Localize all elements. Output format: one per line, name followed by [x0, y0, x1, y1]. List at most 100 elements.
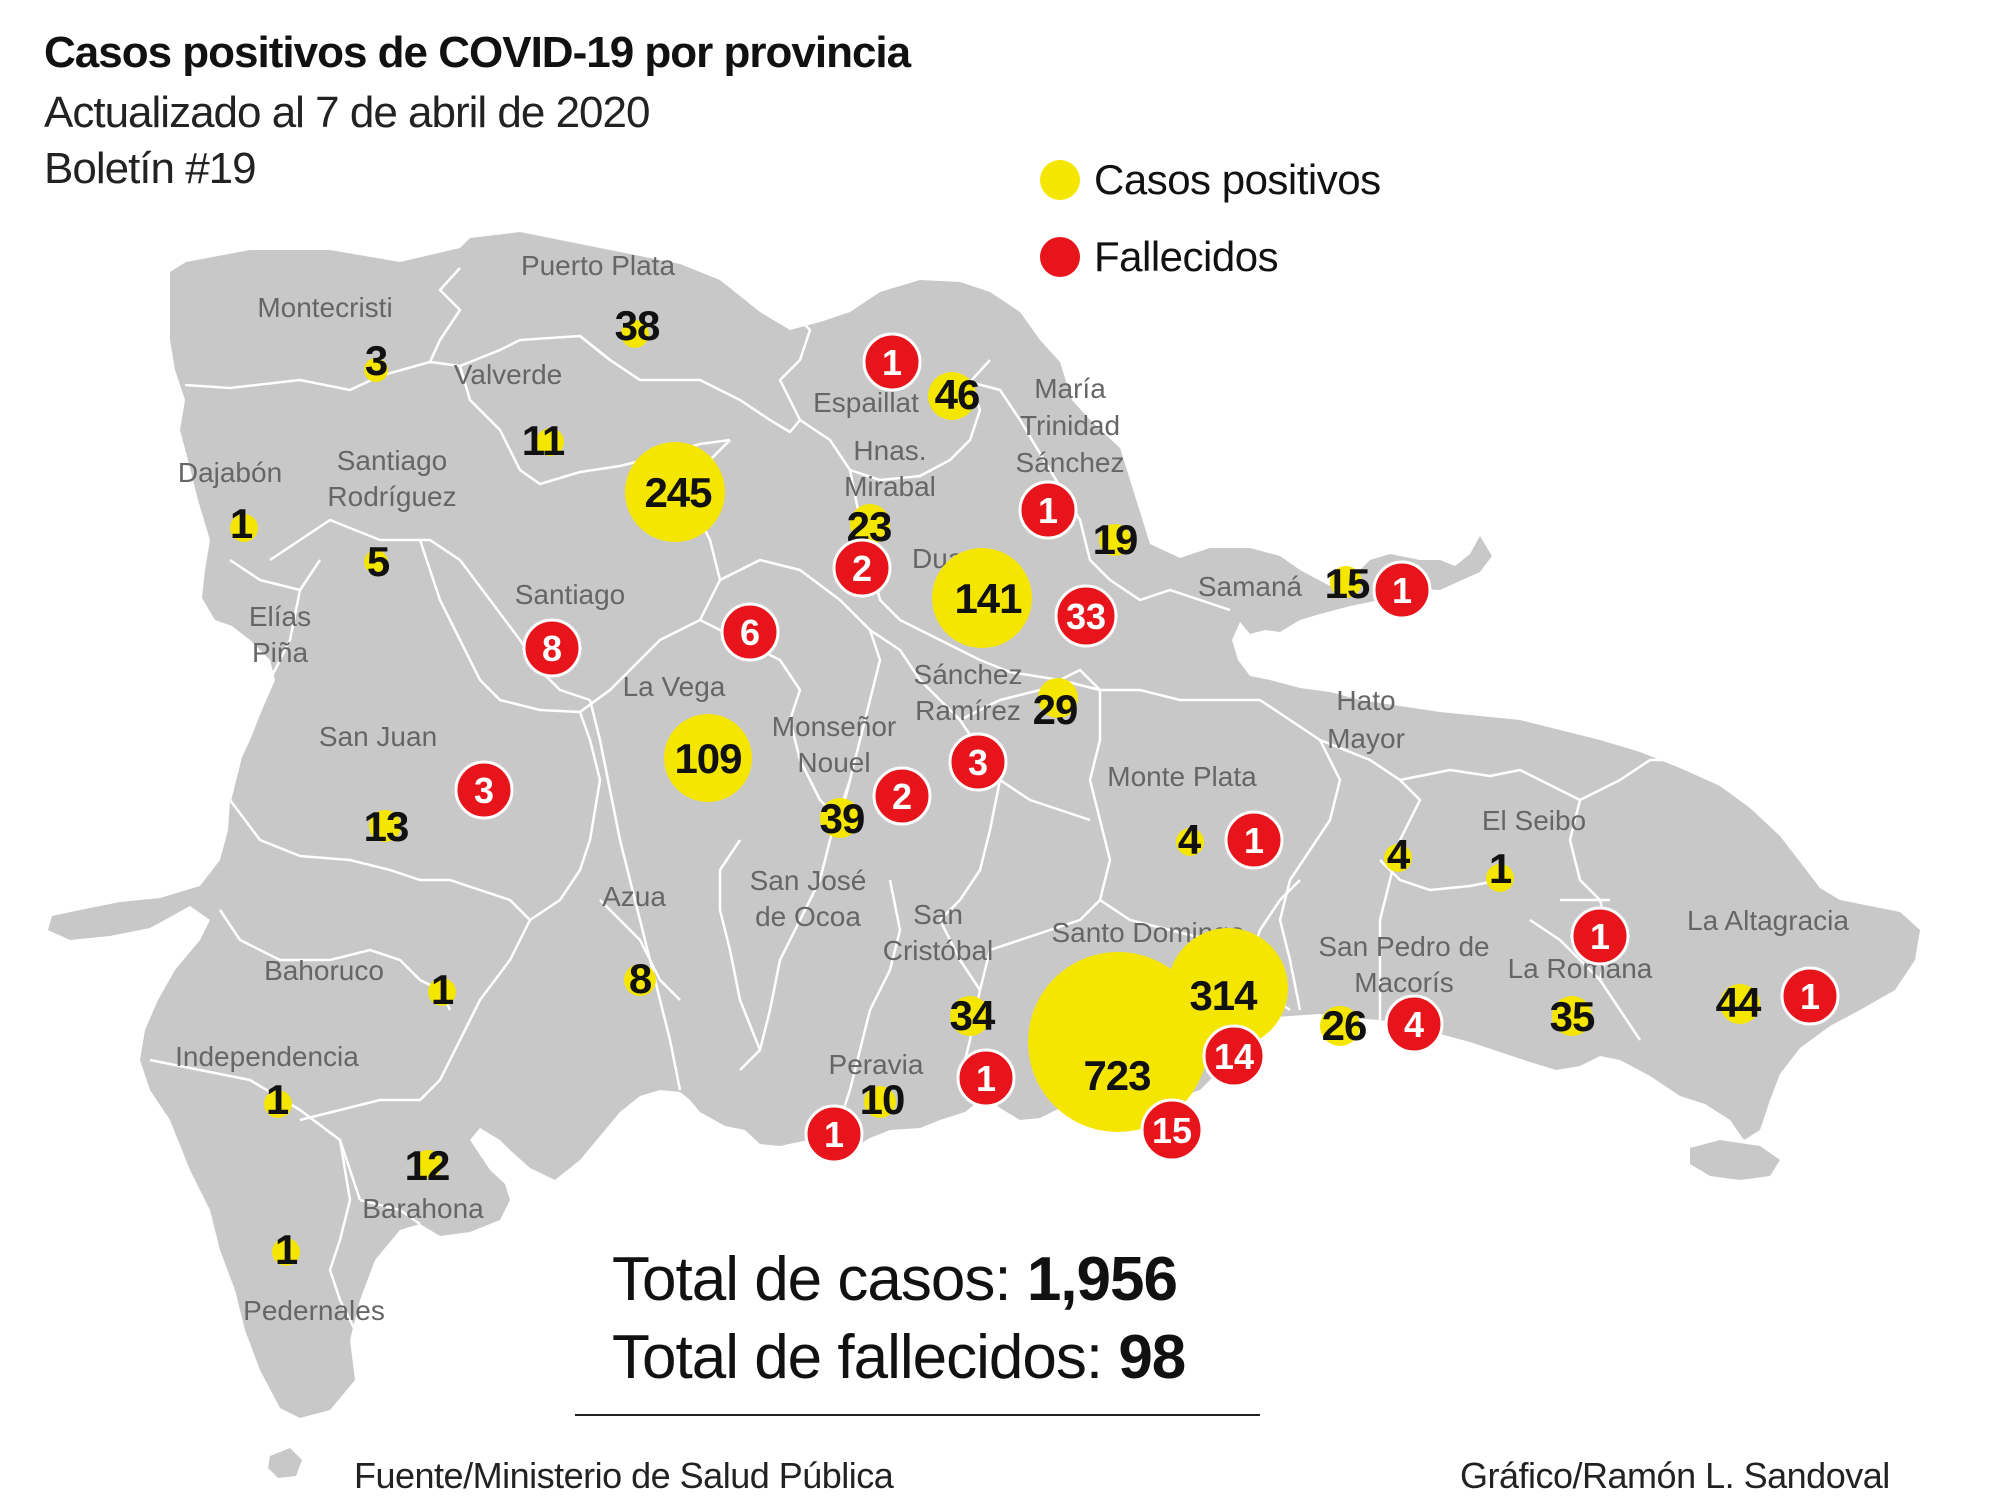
case-dot-maria-trinidad — [1099, 524, 1131, 556]
cases-santiago-rodriguez: 5 — [367, 538, 390, 585]
cases-distrito-nacional: 723 — [1083, 1052, 1150, 1099]
case-dot-monsenor-nouel — [820, 798, 860, 838]
yellow-dot-icon — [1040, 160, 1080, 200]
cases-hato-mayor: 4 — [1387, 831, 1411, 878]
beata-island — [268, 1448, 302, 1478]
death-dot-san-juan — [454, 760, 514, 820]
death-dot-san-pedro — [1384, 994, 1444, 1054]
deaths-sanchez-ramirez: 3 — [968, 742, 988, 783]
label-maria-trinidad: María — [1034, 373, 1106, 404]
divider — [575, 1414, 1260, 1416]
cases-pedernales: 1 — [275, 1226, 298, 1273]
border-line — [529, 711, 602, 922]
update-date: Actualizado al 7 de abril de 2020 — [44, 88, 650, 137]
case-dot-valverde — [536, 428, 564, 456]
total-cases: Total de casos: 1,956 — [612, 1244, 1178, 1315]
label-santiago-rodriguez-2: Rodríguez — [327, 481, 456, 512]
death-dot-la-vega — [720, 602, 780, 662]
border-line — [939, 779, 1002, 921]
label-san-cristobal: San — [913, 899, 963, 930]
border-line — [1319, 738, 1422, 1020]
death-dot-hnas-mirabal — [832, 538, 892, 598]
island-shape — [48, 232, 1920, 1418]
cases-la-altagracia: 44 — [1716, 979, 1762, 1026]
deaths-monsenor-nouel: 2 — [892, 776, 912, 817]
case-dot-puerto-plata — [621, 320, 649, 348]
case-dot-la-vega — [664, 714, 752, 802]
cases-santo-domingo: 314 — [1189, 972, 1258, 1019]
border-line — [418, 539, 581, 714]
cases-barahona: 12 — [405, 1142, 450, 1189]
border-line — [719, 558, 882, 821]
deaths-san-juan: 3 — [474, 770, 494, 811]
cases-san-pedro: 26 — [1322, 1002, 1367, 1049]
label-san-pedro-2: Macorís — [1354, 967, 1454, 998]
cases-montecristi: 3 — [365, 337, 387, 384]
border-line — [1579, 758, 1690, 802]
border-line — [1100, 688, 1321, 742]
label-elias-pina: Elías — [249, 601, 311, 632]
deaths-la-romana: 1 — [1590, 916, 1610, 957]
border-line — [1379, 859, 1501, 892]
label-hato-mayor-2: Mayor — [1327, 723, 1405, 754]
cases-azua: 8 — [629, 955, 652, 1002]
border-line — [1088, 690, 1112, 901]
deaths-santo-domingo: 14 — [1214, 1036, 1254, 1077]
deaths-san-pedro: 4 — [1404, 1004, 1424, 1045]
deaths-la-vega: 6 — [740, 612, 760, 653]
death-dot-la-romana — [1570, 906, 1630, 966]
legend-deaths-label: Fallecidos — [1094, 233, 1279, 280]
case-dot-santiago-rodriguez — [364, 550, 388, 574]
label-hnas-mirabal-2: Mirabal — [844, 471, 936, 502]
deaths-espaillat: 1 — [882, 342, 902, 383]
cases-san-juan: 13 — [364, 803, 409, 850]
saona-island — [1690, 1140, 1780, 1180]
border-line — [588, 699, 682, 1091]
border-line — [299, 919, 532, 1122]
label-sanchez-ramirez-2: Ramírez — [915, 695, 1021, 726]
label-monsenor-nouel-2: Nouel — [797, 747, 870, 778]
death-dot-san-cristobal — [956, 1048, 1016, 1108]
case-markers — [230, 320, 1760, 1266]
case-dot-duarte — [932, 548, 1032, 648]
death-dot-la-altagracia — [1780, 966, 1840, 1026]
legend-deaths: Fallecidos — [1040, 233, 1279, 281]
death-dot-monte-plata — [1224, 810, 1284, 870]
deaths-peravia: 1 — [824, 1114, 844, 1155]
case-dot-dajabon — [230, 514, 258, 542]
label-san-jose-de-ocoa: San José — [750, 865, 867, 896]
label-sanchez-ramirez: Sánchez — [914, 659, 1023, 690]
border-line — [739, 779, 852, 1071]
case-dot-santiago — [625, 442, 725, 542]
case-dot-barahona — [414, 1150, 442, 1178]
death-markers — [454, 332, 1840, 1164]
border-line — [229, 799, 531, 921]
cases-bahoruco: 1 — [431, 966, 454, 1013]
border-line — [328, 1139, 357, 1331]
border-line — [938, 919, 982, 991]
case-dot-san-pedro — [1320, 1006, 1360, 1046]
deaths-hnas-mirabal: 2 — [852, 548, 872, 589]
case-dot-monte-plata — [1176, 828, 1204, 856]
cases-espaillat: 46 — [935, 371, 980, 418]
label-hato-mayor: Hato — [1336, 685, 1395, 716]
deaths-samana: 1 — [1392, 570, 1412, 611]
cases-peravia: 10 — [860, 1076, 905, 1123]
border-line — [838, 879, 902, 1121]
case-dot-sanchez-ramirez — [1038, 678, 1078, 718]
total-deaths-label: Total de fallecidos: — [612, 1323, 1103, 1392]
label-el-seibo: El Seibo — [1482, 805, 1586, 836]
label-maria-trinidad-2: Trinidad — [1020, 410, 1120, 441]
death-dot-santiago — [522, 618, 582, 678]
deaths-duarte: 33 — [1066, 596, 1106, 637]
label-barahona: Barahona — [362, 1193, 484, 1224]
label-santiago: Santiago — [515, 579, 626, 610]
deaths-monte-plata: 1 — [1244, 820, 1264, 861]
case-dot-san-juan — [369, 810, 401, 842]
case-dot-espaillat — [928, 372, 976, 420]
case-dot-pedernales — [272, 1238, 300, 1266]
label-independencia: Independencia — [175, 1041, 359, 1072]
border-line — [428, 267, 462, 363]
cases-duarte: 141 — [954, 575, 1022, 622]
